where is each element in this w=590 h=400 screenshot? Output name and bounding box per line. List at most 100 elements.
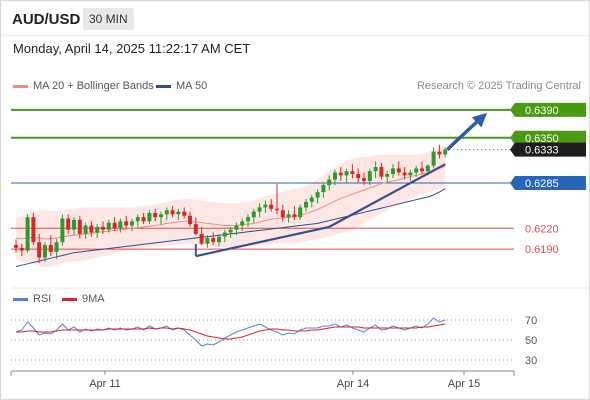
forecast-arrow-shaft [446,116,483,151]
price-label-0.6350-tag [510,130,586,145]
candle-body [66,218,71,230]
candles-group [14,144,448,264]
candle-body [124,221,129,226]
candle-body [309,197,314,202]
trend-line-1 [195,225,330,258]
price-label-0.6350: 0.6350 [525,133,559,145]
x-tick-label: Apr 14 [337,378,369,390]
candle-body [205,238,210,244]
candle-body [344,171,349,176]
candle-body [217,236,221,243]
x-tick-label: Apr 15 [448,378,480,390]
candle-body [437,151,442,155]
candle-body [19,247,24,251]
legend-swatch-rsi-ma [62,297,77,301]
candle-body [130,221,134,226]
candle-body [222,232,227,237]
candle-body [199,233,204,244]
candle-body [333,172,337,180]
candle-body [431,151,436,166]
candle-body [327,179,332,186]
candle-body [298,207,303,218]
legend-swatch-ma50 [156,84,171,88]
legend-item-ma20: MA 20 + Bollinger Bands [13,80,154,92]
candle-body [106,222,111,230]
candle-body [240,221,245,226]
candle-body [153,212,158,218]
last-price-tag [510,142,586,157]
research-credit: Research © 2025 Trading Central [416,80,581,92]
interval-selector[interactable]: 30 MIN [83,8,134,30]
rsi-tick-label-30: 30 [525,355,537,367]
forecast-arrow-head [471,112,487,128]
symbol-title: AUD/USD [12,11,81,28]
candle-body [408,172,413,176]
candle-body [373,167,378,172]
candle-body [37,242,42,258]
last-price-label: 0.6333 [525,145,559,157]
x-tick-label: Apr 11 [89,378,121,390]
candle-body [135,217,140,222]
legend-label-ma20: MA 20 + Bollinger Bands [33,80,154,92]
price-label-0.6390-tag [510,102,586,117]
candle-body [251,211,256,218]
candle-body [25,217,30,251]
candle-body [77,219,82,234]
candle-body [43,245,47,258]
bollinger-band-fill [16,146,446,268]
legend-swatch-rsi [13,297,28,301]
legend-item-rsi-ma: 9MA [62,293,105,305]
candle-body [159,214,163,218]
candle-body [257,207,262,212]
rsi-ma-line [16,323,446,340]
rsi-line [15,317,446,347]
candle-body [385,173,390,177]
candle-body [280,210,285,218]
candle-body [315,192,320,198]
candle-body [246,217,250,222]
candle-body [170,210,175,215]
candle-body [118,221,123,229]
candle-body [414,168,419,173]
candle-body [402,172,407,176]
candle-body [379,167,384,177]
trend-line-2 [328,163,446,228]
candle-body [95,226,100,233]
candle-body [147,212,152,222]
price-label-0.6220: 0.6220 [525,223,559,235]
candle-body [112,222,117,229]
rsi-tick-label-70: 70 [525,315,537,327]
price-label-0.6190: 0.6190 [525,244,559,256]
price-label-0.6285-tag [510,176,586,191]
legend-label-ma50: MA 50 [176,80,208,92]
candle-body [269,204,274,209]
candle-body [362,178,366,181]
price-label-0.6285: 0.6285 [525,178,559,190]
candle-body [391,168,395,174]
candle-body [321,185,326,193]
candle-body [292,214,297,218]
chart-datetime: Monday, April 14, 2025 11:22:17 AM CET [13,41,251,56]
price-label-0.6390: 0.6390 [525,105,559,117]
candle-body [228,229,233,233]
legend-item-ma50: MA 50 [156,80,207,92]
candle-body [89,225,94,233]
candle-body [193,224,198,234]
candle-body [72,219,76,230]
candle-body [141,217,146,222]
legend-swatch-ma20 [13,84,28,88]
candle-body [60,218,65,243]
candle-body [350,171,355,174]
candle-body [443,149,448,155]
candle-body [367,171,372,181]
legend-item-rsi: RSI [13,293,51,305]
candle-body [101,226,105,230]
candle-body [338,172,343,176]
chart-header: AUD/USD 30 MIN [1,1,589,36]
candle-body [176,211,181,215]
candle-body [182,211,187,216]
candle-body [263,204,268,208]
candle-body [304,201,308,208]
candle-body [188,215,192,225]
